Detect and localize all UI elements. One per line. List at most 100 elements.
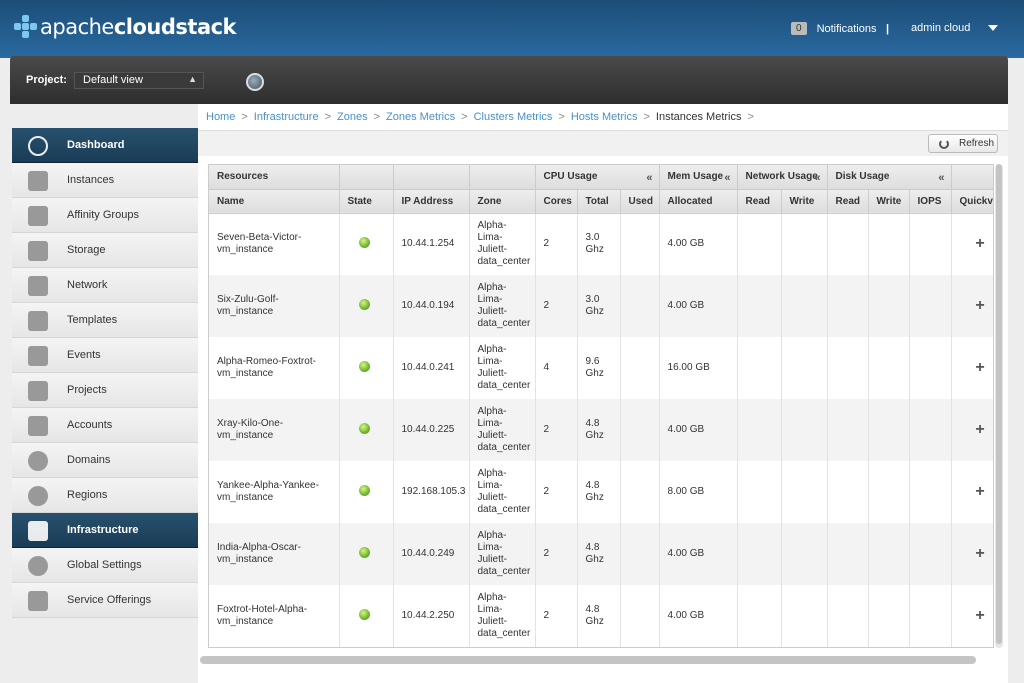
- notifications-button[interactable]: 0 Notifications: [791, 22, 876, 35]
- cell-cpu-used: [620, 585, 660, 647]
- table-row[interactable]: Six-Zulu-Golf-vm_instance 10.44.0.194 Alph…: [209, 275, 993, 337]
- sidebar-item-label: Global Settings: [67, 559, 142, 571]
- breadcrumb-link[interactable]: Zones: [337, 111, 368, 123]
- cell-net-write: [781, 399, 828, 461]
- sidebar-item-instances[interactable]: Instances: [12, 163, 198, 198]
- collapse-icon[interactable]: «: [646, 172, 653, 184]
- user-menu-button[interactable]: admin cloud: [911, 22, 971, 34]
- group-header-resources: Resources: [209, 165, 340, 190]
- collapse-icon[interactable]: «: [938, 172, 945, 184]
- chevron-down-icon[interactable]: [988, 25, 998, 31]
- app-logo[interactable]: apachecloudstack: [14, 12, 237, 42]
- cell-text-line: Ghz: [585, 244, 604, 256]
- sidebar-item-storage[interactable]: Storage: [12, 233, 198, 268]
- cell-text-line: vm_instance: [217, 554, 274, 565]
- storage-icon: [28, 241, 48, 261]
- vertical-scrollbar[interactable]: [995, 164, 1003, 648]
- notifications-label: Notifications: [816, 22, 877, 35]
- column-header-state[interactable]: State: [339, 189, 394, 214]
- sidebar-item-global-settings[interactable]: Global Settings: [12, 548, 198, 583]
- cell-mem-allocated: 4.00 GB: [659, 213, 738, 275]
- table-row[interactable]: India-Alpha-Oscar-vm_instance 10.44.0.249…: [209, 523, 993, 585]
- column-header-row: Name State IP Address Zone Cores Total Used All…: [209, 189, 993, 214]
- notifications-count-badge: 0: [791, 22, 807, 35]
- sidebar-item-regions[interactable]: Regions: [12, 478, 198, 513]
- logo-text: apachecloudstack: [40, 15, 237, 39]
- column-header-read[interactable]: Read: [827, 189, 869, 214]
- cell-cpu-total: 4.8 Ghz: [577, 523, 621, 585]
- sidebar-item-accounts[interactable]: Accounts: [12, 408, 198, 443]
- collapse-icon[interactable]: «: [724, 172, 731, 184]
- cell-disk-write: [868, 275, 910, 337]
- cell-disk-write: [868, 337, 910, 399]
- table-row[interactable]: Yankee-Alpha-Yankee-vm_instance 192.168.1…: [209, 461, 993, 523]
- sidebar-item-affinity-groups[interactable]: Affinity Groups: [12, 198, 198, 233]
- breadcrumb-link[interactable]: Zones Metrics: [386, 111, 456, 123]
- column-header-write[interactable]: Write: [868, 189, 910, 214]
- breadcrumb-link[interactable]: Clusters Metrics: [473, 111, 553, 123]
- cell-cpu-total: 4.8 Ghz: [577, 399, 621, 461]
- cell-name: Seven-Beta-Victor-vm_instance: [209, 213, 340, 275]
- cell-disk-read: [827, 585, 869, 647]
- column-header-read[interactable]: Read: [737, 189, 782, 214]
- quickview-plus-icon[interactable]: +: [975, 545, 985, 562]
- quickview-plus-icon[interactable]: +: [975, 483, 985, 500]
- column-header-ip-address[interactable]: IP Address: [393, 189, 470, 214]
- refresh-button[interactable]: Refresh: [928, 134, 998, 153]
- cell-cores: 2: [535, 585, 578, 647]
- sidebar-item-label: Accounts: [67, 419, 113, 431]
- collapse-icon[interactable]: «: [814, 172, 821, 184]
- column-header-iops[interactable]: IOPS: [909, 189, 952, 214]
- globe-icon[interactable]: [246, 73, 264, 91]
- sidebar-item-infrastructure[interactable]: Infrastructure: [12, 513, 198, 548]
- sidebar-item-events[interactable]: Events: [12, 338, 198, 373]
- state-running-icon: [358, 298, 370, 310]
- sidebar-item-projects[interactable]: Projects: [12, 373, 198, 408]
- column-header-zone[interactable]: Zone: [469, 189, 536, 214]
- cell-disk-iops: [909, 523, 952, 585]
- horizontal-scrollbar[interactable]: [200, 656, 976, 664]
- column-header-allocated[interactable]: Allocated: [659, 189, 738, 214]
- breadcrumb: Home > Infrastructure > Zones > Zones Metrics >…: [206, 111, 760, 123]
- table-row[interactable]: Alpha-Romeo-Foxtrot-vm_instance 10.44.0.2…: [209, 337, 993, 399]
- logo-icon: [14, 15, 38, 39]
- column-header-name[interactable]: Name: [209, 189, 340, 214]
- breadcrumb-link[interactable]: Home: [206, 111, 236, 123]
- column-header-write[interactable]: Write: [781, 189, 828, 214]
- cell-mem-allocated: 4.00 GB: [659, 275, 738, 337]
- table-row[interactable]: Foxtrot-Hotel-Alpha-vm_instance 10.44.2.2…: [209, 585, 993, 647]
- cell-disk-iops: [909, 337, 952, 399]
- sidebar-item-service-offerings[interactable]: Service Offerings: [12, 583, 198, 618]
- table-row[interactable]: Seven-Beta-Victor-vm_instance 10.44.1.254…: [209, 213, 993, 275]
- network-icon: [28, 276, 48, 296]
- affinity-icon: [28, 206, 48, 226]
- breadcrumb-link[interactable]: Hosts Metrics: [570, 111, 638, 123]
- column-header-quickview[interactable]: Quickview: [951, 189, 993, 214]
- sidebar-nav: Dashboard Instances Affinity Groups Storage…: [12, 128, 198, 618]
- sidebar-item-domains[interactable]: Domains: [12, 443, 198, 478]
- column-header-total[interactable]: Total: [577, 189, 621, 214]
- quickview-plus-icon[interactable]: +: [975, 421, 985, 438]
- cell-text-line: Juliett-: [477, 430, 507, 441]
- breadcrumb-separator: >: [324, 111, 332, 123]
- sidebar-item-templates[interactable]: Templates: [12, 303, 198, 338]
- column-header-cores[interactable]: Cores: [535, 189, 578, 214]
- cell-text-line: 3.0: [585, 232, 600, 244]
- project-select[interactable]: Default view ▲︎: [74, 72, 204, 89]
- scrollbar-thumb[interactable]: [996, 164, 1002, 644]
- cell-cpu-used: [620, 461, 660, 523]
- breadcrumb-link[interactable]: Infrastructure: [253, 111, 319, 123]
- quickview-plus-icon[interactable]: +: [975, 297, 985, 314]
- cell-quickview: +: [951, 461, 993, 523]
- quickview-plus-icon[interactable]: +: [975, 359, 985, 376]
- cell-state: [339, 275, 394, 337]
- quickview-plus-icon[interactable]: +: [975, 235, 985, 253]
- column-header-used[interactable]: Used: [620, 189, 660, 214]
- refresh-label: Refresh: [959, 138, 995, 149]
- table-row[interactable]: Xray-Kilo-One-vm_instance 10.44.0.225 Alph…: [209, 399, 993, 461]
- cell-name: Six-Zulu-Golf-vm_instance: [209, 275, 340, 337]
- cell-ip: 10.44.0.241: [393, 337, 470, 399]
- sidebar-item-dashboard[interactable]: Dashboard: [12, 128, 198, 163]
- quickview-plus-icon[interactable]: +: [975, 607, 985, 624]
- sidebar-item-network[interactable]: Network: [12, 268, 198, 303]
